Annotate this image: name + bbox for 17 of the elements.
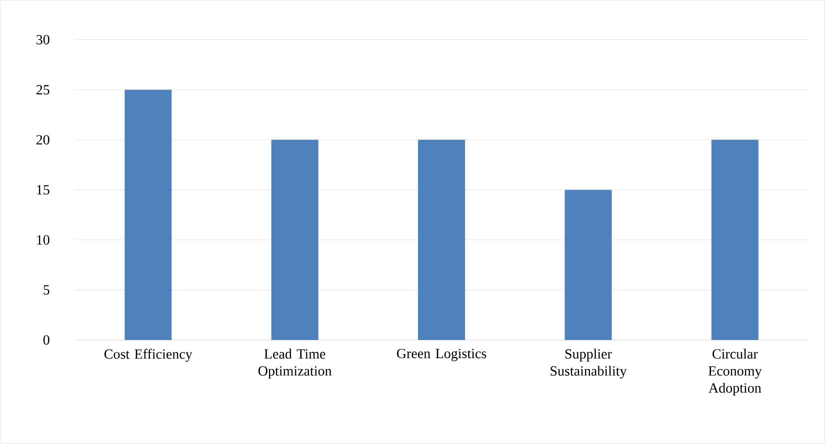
bar <box>564 190 612 340</box>
x-tick-label: Circular Economy Adoption <box>708 348 762 396</box>
bar <box>418 140 466 340</box>
y-tick-label: 15 <box>37 185 50 195</box>
bar <box>711 140 758 340</box>
y-tick-label: 20 <box>36 135 50 145</box>
x-tick-label: Supplier Sustainability <box>550 348 627 379</box>
bar <box>271 140 318 340</box>
y-tick-label: 25 <box>36 85 50 95</box>
x-tick-label: Lead Time Optimization <box>258 348 332 379</box>
y-tick-label: 30 <box>36 35 50 45</box>
y-tick-label: 5 <box>44 285 50 295</box>
bar <box>124 90 172 340</box>
y-tick-label: 10 <box>37 235 50 245</box>
x-tick-label: Cost Efficiency <box>104 348 192 362</box>
x-tick-label: Green Logistics <box>396 348 486 362</box>
y-tick-label: 0 <box>43 335 50 345</box>
